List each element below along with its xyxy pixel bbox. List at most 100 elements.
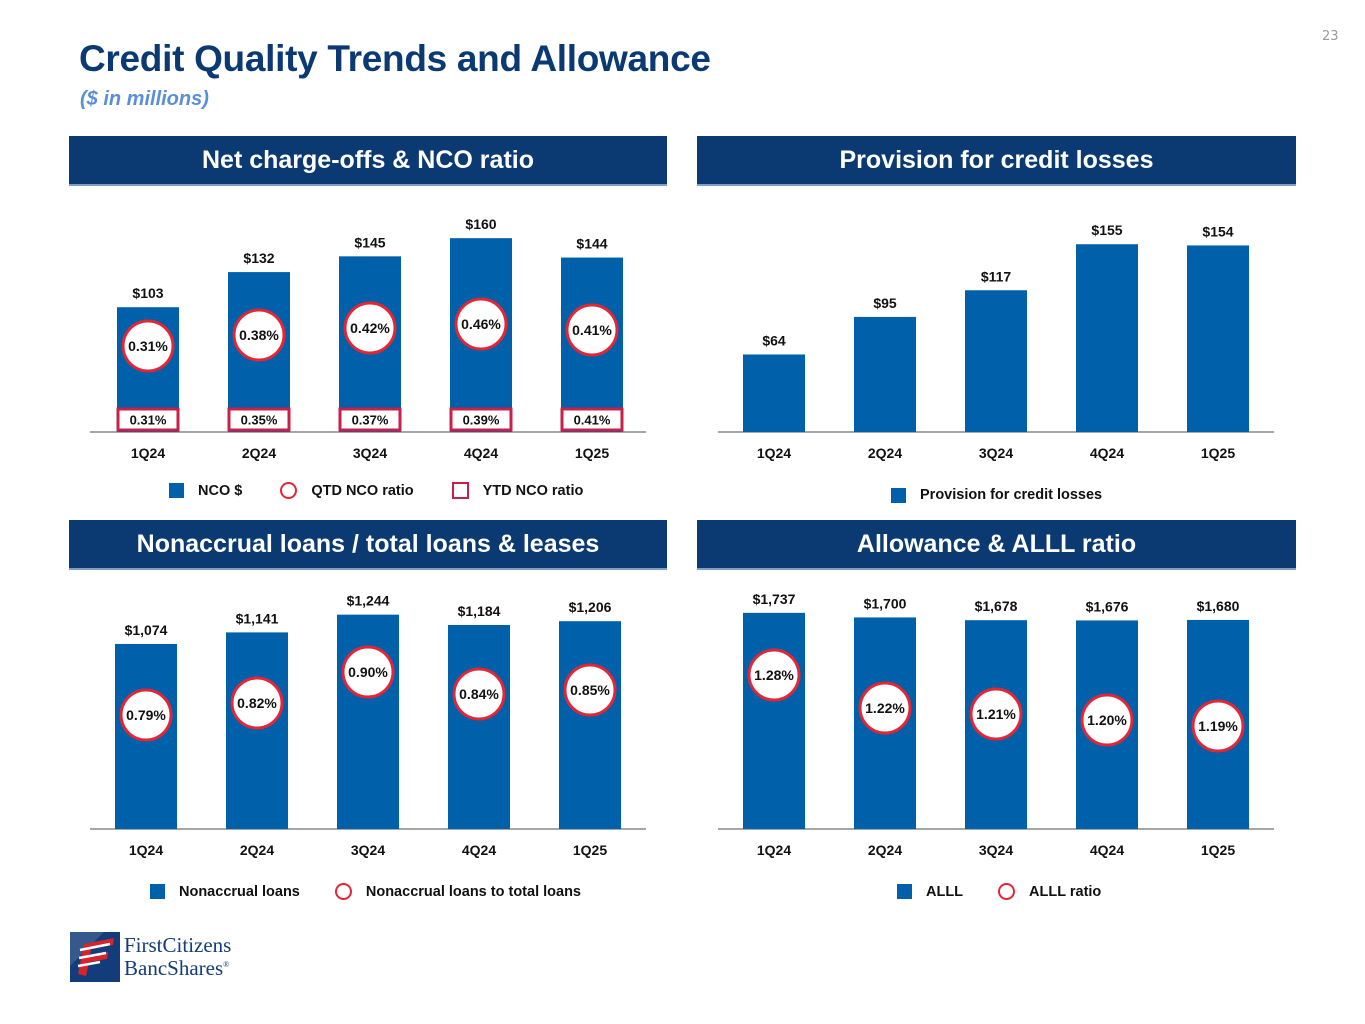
legend-label: ALLL [926,883,964,900]
ratio-circle [969,687,1023,741]
data-label: $95 [873,295,897,311]
ytd-marker: 0.37% [338,407,402,432]
ratio-marker: 1.21% [969,687,1023,741]
x-tick-label: 4Q24 [1090,842,1124,858]
circle-marker-icon [280,482,298,499]
panel-header-nonaccrual: Nonaccrual loans / total loans & leases [69,520,667,570]
data-label: $1,244 [347,593,390,609]
ytd-label: 0.41% [574,413,611,428]
provision-chart: $64 1Q24 $95 2Q24 $117 3Q24 $155 4Q24 $154 1Q25 [718,222,1274,461]
ratio-circle [230,676,284,730]
ratio-label: 0.79% [126,707,166,723]
square-marker-icon [150,884,165,899]
square-marker-icon [169,483,184,498]
logo-reg: ® [223,959,230,969]
ratio-label: 0.82% [237,695,277,711]
logo-line2: BancShares [124,955,224,980]
ratio-marker: 1.22% [858,681,912,735]
ratio-label: 0.85% [570,682,610,698]
box-marker-icon [451,482,469,499]
x-tick-label: 2Q24 [868,445,902,461]
bar [965,290,1027,432]
panel-header-provision: Provision for credit losses [697,136,1296,186]
data-label: $144 [576,236,607,252]
bar [559,621,621,829]
ytd-label: 0.37% [352,413,389,428]
x-tick-label: 1Q25 [1201,445,1235,461]
legend-item-alll: ALLL [897,884,963,900]
ratio-circle [1191,699,1245,753]
allowance-legend: ALLL ALLL ratio [897,883,1139,900]
data-label: $1,680 [1197,598,1240,614]
x-tick-label: 3Q24 [353,445,387,461]
ratio-label: 0.46% [461,316,501,332]
ytd-box [338,407,402,432]
x-tick-label: 1Q24 [757,445,791,461]
bar [743,612,805,829]
data-label: $145 [354,234,385,250]
ytd-box [560,407,624,432]
data-label: $1,676 [1086,598,1129,614]
legend-item-nonaccrual: Nonaccrual loans [150,884,300,900]
legend-label: Nonaccrual loans [179,883,300,900]
ratio-label: 0.31% [128,338,168,354]
panel-header-nco: Net charge-offs & NCO ratio [69,136,667,186]
data-label: $1,141 [236,610,279,626]
bar [226,632,288,829]
x-tick-label: 3Q24 [979,842,1013,858]
legend-item-qtd: QTD NCO ratio [280,482,414,499]
ratio-marker: 0.90% [341,645,395,699]
legend-label: NCO $ [198,482,243,499]
legend-item-ytd: YTD NCO ratio [451,482,583,499]
nco-chart: $103 1Q24 0.31% 0.31% $132 2Q24 0.38% 0.35% $145… [90,216,646,461]
ratio-circle [563,663,617,717]
bar [854,316,916,432]
ratio-circle [452,667,506,721]
ratio-circle [747,648,801,702]
data-label: $103 [132,285,163,301]
data-label: $1,074 [125,622,168,638]
ratio-marker: 0.82% [230,676,284,730]
circle-marker-icon [998,883,1016,900]
x-tick-label: 4Q24 [462,842,496,858]
x-tick-label: 1Q24 [757,842,791,858]
ytd-marker: 0.39% [449,407,513,432]
ratio-circle [121,319,175,373]
ratio-label: 1.21% [976,706,1016,722]
x-tick-label: 1Q25 [1201,842,1235,858]
data-label: $1,737 [753,591,796,607]
data-label: $64 [762,332,786,348]
ratio-label: 0.38% [239,327,279,343]
ytd-label: 0.31% [130,413,167,428]
company-logo: FirstCitizens BancShares® [70,930,231,982]
data-label: $1,206 [569,599,612,615]
ratio-marker: 1.19% [1191,699,1245,753]
data-label: $155 [1091,222,1122,238]
ratio-label: 0.41% [572,322,612,338]
square-marker-icon [891,487,906,503]
legend-item-provision: Provision for credit losses [891,487,1102,503]
ratio-marker: 0.31% [121,319,175,373]
x-tick-label: 2Q24 [868,842,902,858]
bar [743,354,805,432]
ratio-circle [341,645,395,699]
bar [1076,244,1138,432]
ytd-label: 0.35% [241,413,278,428]
ratio-label: 0.42% [350,320,390,336]
ytd-marker: 0.35% [227,407,291,432]
ratio-label: 1.22% [865,700,905,716]
data-label: $132 [243,250,274,266]
legend-label: Provision for credit losses [920,487,1103,503]
data-label: $1,678 [975,598,1018,614]
ratio-circle [343,301,397,355]
x-tick-label: 3Q24 [979,445,1013,461]
ratio-label: 1.28% [754,667,794,683]
bar [1187,245,1249,432]
ytd-marker: 0.31% [116,407,180,432]
ratio-marker: 0.79% [119,688,173,742]
x-tick-label: 1Q24 [129,842,163,858]
x-tick-label: 1Q25 [575,445,609,461]
ratio-label: 1.19% [1198,718,1238,734]
page-subtitle: ($ in millions) [80,88,209,110]
ratio-circle [858,681,912,735]
